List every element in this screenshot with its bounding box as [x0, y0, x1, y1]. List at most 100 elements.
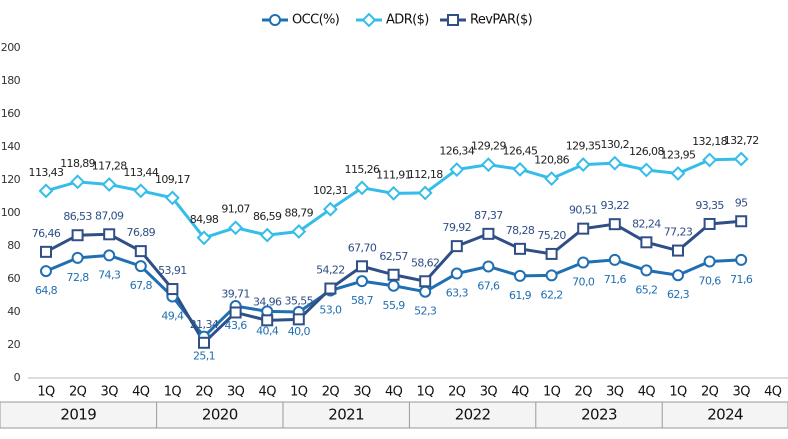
point — [196, 230, 212, 246]
x-tick-label: 2Q — [322, 385, 340, 400]
x-tick-label: 2Q — [69, 385, 87, 400]
data-label: 71,6 — [730, 273, 753, 286]
data-label: 115,26 — [345, 163, 380, 176]
legend-label: RevPAR($) — [470, 13, 532, 28]
data-label: 87,09 — [95, 209, 124, 222]
point — [134, 260, 147, 273]
point — [103, 228, 116, 241]
year-label: 2021 — [328, 406, 364, 424]
x-tick-label: 1Q — [164, 385, 182, 400]
y-tick-label: 40 — [7, 305, 20, 318]
data-label: 58,7 — [351, 294, 374, 307]
data-label: 67,6 — [477, 279, 500, 292]
data-label: 117,28 — [92, 159, 127, 172]
point — [40, 245, 52, 258]
x-tick-label: 2Q — [448, 385, 466, 400]
point — [322, 201, 338, 217]
y-tick-label: 100 — [1, 206, 21, 219]
point — [292, 313, 305, 326]
point — [703, 255, 716, 268]
data-label: 86,59 — [253, 210, 282, 223]
point — [608, 218, 621, 231]
data-label: 113,43 — [29, 166, 64, 179]
data-label: 64,8 — [35, 284, 58, 297]
point — [417, 185, 433, 201]
data-label: 76,46 — [32, 227, 61, 240]
data-label: 75,20 — [537, 229, 566, 242]
point — [71, 229, 84, 242]
x-tick-label: 4Q — [132, 385, 150, 400]
y-tick-label: 80 — [7, 239, 20, 252]
x-tick-label: 1Q — [417, 385, 435, 400]
data-label: 53,91 — [158, 264, 187, 277]
point — [577, 222, 590, 235]
point — [103, 249, 116, 262]
data-label: 54,22 — [316, 264, 345, 277]
legend-label: ADR($) — [386, 13, 429, 28]
data-label: 70,6 — [699, 275, 722, 288]
point — [480, 157, 496, 173]
data-label: 90,51 — [569, 204, 598, 217]
point — [324, 282, 337, 295]
point — [261, 314, 274, 327]
x-tick-label: 1Q — [37, 385, 55, 400]
y-tick-label: 160 — [1, 107, 21, 120]
data-label: 87,37 — [474, 209, 503, 222]
point — [71, 251, 84, 264]
x-tick-label: 4Q — [259, 385, 277, 400]
data-label: 67,8 — [130, 279, 153, 292]
data-label: 82,24 — [632, 217, 661, 230]
data-label: 126,08 — [629, 145, 664, 158]
point — [482, 260, 495, 273]
data-label: 84,98 — [190, 213, 219, 226]
data-label: 112,18 — [408, 168, 443, 181]
data-label: 35,55 — [285, 294, 314, 307]
y-tick-label: 120 — [1, 173, 21, 186]
point — [133, 183, 149, 199]
point — [514, 269, 526, 282]
data-label: 102,31 — [313, 184, 348, 197]
x-tick-label: 4Q — [638, 385, 656, 400]
point — [607, 155, 623, 171]
data-label: 25,1 — [193, 350, 215, 363]
point — [101, 177, 117, 192]
point — [354, 180, 370, 196]
data-label: 129,35 — [566, 140, 601, 153]
year-label: 2022 — [455, 406, 491, 424]
data-label: 79,92 — [443, 221, 472, 234]
y-tick-label: 140 — [1, 140, 21, 153]
point — [733, 151, 749, 167]
x-tick-label: 2Q — [701, 385, 719, 400]
data-label: 21,34 — [190, 318, 219, 331]
data-label: 40,0 — [288, 325, 311, 338]
y-tick-label: 60 — [7, 272, 20, 285]
data-label: 88,79 — [285, 206, 314, 219]
data-label: 76,89 — [127, 226, 156, 239]
point — [512, 161, 528, 177]
year-label: 2024 — [707, 406, 743, 424]
point — [356, 260, 368, 273]
data-label: 71,6 — [604, 273, 627, 286]
year-label: 2023 — [581, 406, 617, 424]
point — [450, 267, 463, 280]
point — [387, 279, 400, 292]
x-tick-label: 3Q — [101, 385, 119, 400]
data-label: 53,0 — [319, 304, 342, 317]
data-label: 70,0 — [572, 276, 595, 289]
data-label: 93,22 — [601, 199, 630, 212]
data-label: 129,29 — [471, 140, 506, 153]
data-label: 52,3 — [414, 305, 437, 318]
point — [38, 183, 54, 199]
point — [259, 227, 275, 243]
point — [419, 285, 432, 298]
y-tick-label: 0 — [14, 371, 21, 384]
x-tick-label: 3Q — [606, 385, 624, 400]
data-label: 65,2 — [635, 283, 657, 296]
data-label: 62,3 — [667, 288, 690, 301]
data-label: 120,86 — [534, 154, 569, 167]
y-tick-label: 180 — [1, 74, 21, 87]
point — [608, 253, 621, 266]
data-label: 111,91 — [376, 168, 411, 181]
x-tick-label: 2Q — [575, 385, 593, 400]
x-tick-label: 2Q — [195, 385, 213, 400]
